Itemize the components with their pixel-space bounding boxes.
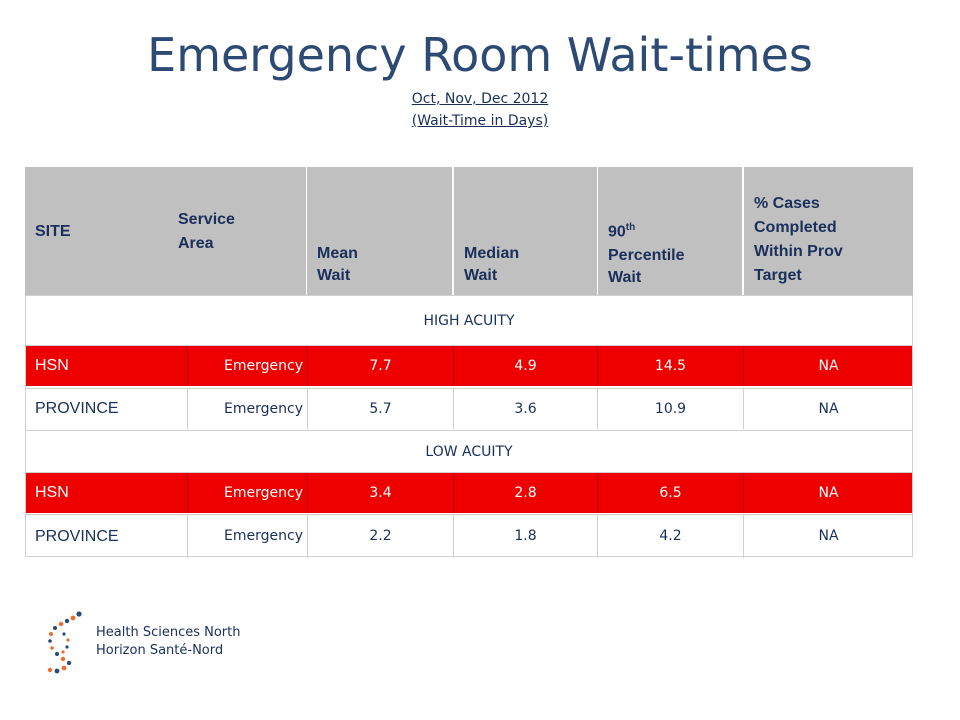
header-90th-percentile: 90th Percentile Wait: [598, 167, 742, 295]
logo-text-french: Horizon Santé-Nord: [96, 643, 224, 658]
high-acuity-label: HIGH ACUITY: [25, 295, 913, 345]
site-cell: PROVINCE: [35, 528, 119, 545]
pct-cell: NA: [743, 346, 913, 386]
hsn-logo-icon: [47, 611, 82, 674]
wait-times-table: SITE Service Area Mean Wait Median Wait …: [25, 167, 913, 558]
service-cell: Emergency: [187, 473, 307, 513]
site-cell: HSN: [35, 484, 69, 501]
pct-cell: NA: [743, 515, 913, 558]
median-cell: 3.6: [453, 389, 597, 429]
service-cell: Emergency: [187, 515, 307, 558]
service-cell: Emergency: [187, 346, 307, 386]
pct-cell: NA: [743, 389, 913, 429]
pct-cell: NA: [743, 473, 913, 513]
header-mean-wait: Mean Wait: [307, 167, 452, 295]
table-row: PROVINCE Emergency 2.2 1.8 4.2 NA: [25, 514, 913, 558]
page-title: Emergency Room Wait-times: [147, 28, 813, 82]
p90-cell: 14.5: [597, 346, 743, 386]
mean-cell: 5.7: [307, 389, 453, 429]
p90-cell: 6.5: [597, 473, 743, 513]
logo-text-english: Health Sciences North: [96, 625, 241, 640]
subtitle-period: Oct, Nov, Dec 2012: [411, 91, 549, 107]
table-row: HSN Emergency 3.4 2.8 6.5 NA: [25, 472, 913, 513]
site-cell: PROVINCE: [35, 400, 119, 417]
mean-cell: 2.2: [307, 515, 453, 558]
header-pct-completed: % Cases Completed Within Prov Target: [744, 167, 913, 295]
median-cell: 2.8: [453, 473, 597, 513]
p90-cell: 10.9: [597, 389, 743, 429]
subtitle-unit: (Wait-Time in Days): [411, 113, 549, 129]
header-median-wait: Median Wait: [454, 167, 597, 295]
site-cell: HSN: [35, 357, 69, 374]
table-row: HSN Emergency 7.7 4.9 14.5 NA: [25, 345, 913, 386]
header-service-area: Service Area: [168, 167, 306, 295]
p90-cell: 4.2: [597, 515, 743, 558]
table-row: PROVINCE Emergency 5.7 3.6 10.9 NA: [25, 388, 913, 429]
mean-cell: 7.7: [307, 346, 453, 386]
median-cell: 1.8: [453, 515, 597, 558]
service-cell: Emergency: [187, 389, 307, 429]
median-cell: 4.9: [453, 346, 597, 386]
header-site: SITE: [25, 167, 168, 295]
low-acuity-label: LOW ACUITY: [25, 430, 913, 472]
mean-cell: 3.4: [307, 473, 453, 513]
